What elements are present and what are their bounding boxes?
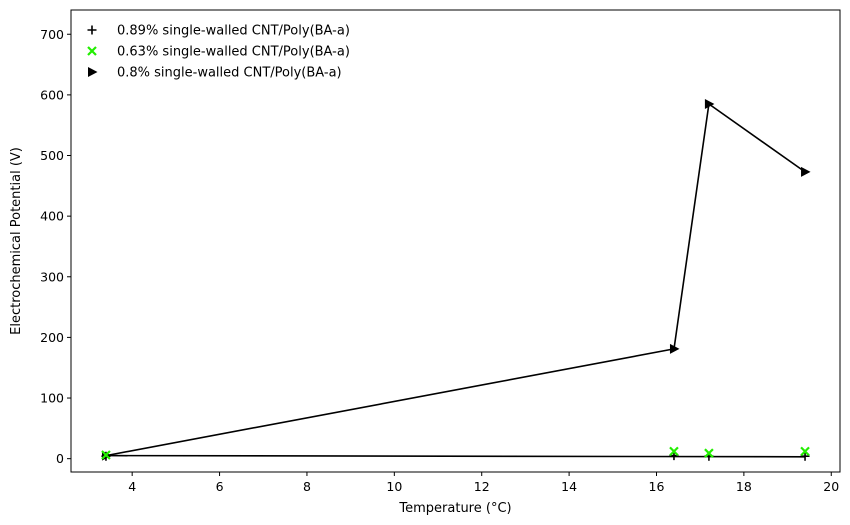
x-tick-label: 10 — [386, 479, 402, 494]
y-tick-label: 300 — [40, 269, 64, 284]
y-tick-label: 200 — [40, 330, 64, 345]
data-point-s2-2 — [669, 446, 679, 457]
y-tick-label: 0 — [56, 451, 64, 466]
y-axis-ticks: 0 100 200 300 400 500 600 700 — [40, 27, 71, 466]
x-tick-label: 12 — [474, 479, 490, 494]
data-point-s2-3 — [704, 448, 714, 458]
x-tick-label: 20 — [823, 479, 839, 494]
y-tick-label: 600 — [40, 87, 64, 102]
y-tick-label: 500 — [40, 148, 64, 163]
plot-frame — [70, 9, 841, 473]
legend-marker-3 — [88, 67, 98, 77]
data-point-s3-3 — [704, 98, 715, 109]
x-tick-label: 4 — [128, 479, 136, 494]
x-tick-label: 18 — [736, 479, 752, 494]
y-tick-label: 400 — [40, 209, 64, 224]
x-tick-label: 6 — [216, 479, 224, 494]
legend-marker-1 — [87, 25, 97, 35]
x-tick-label: 14 — [561, 479, 577, 494]
plot-markers — [101, 98, 811, 461]
x-tick-label: 8 — [303, 479, 311, 494]
series-line-1 — [105, 103, 806, 457]
legend-label-3: 0.8% single-walled CNT/Poly(BA-a) — [117, 66, 342, 81]
data-point-s1-4 — [800, 451, 810, 461]
legend-label-1: 0.89% single-walled CNT/Poly(BA-a) — [117, 24, 350, 39]
x-axis-title: Temperature (°C) — [398, 501, 511, 516]
data-point-s3-2 — [669, 343, 680, 354]
legend-marker-2 — [87, 46, 97, 56]
plot-lines — [105, 103, 806, 458]
series-line-2 — [105, 454, 806, 458]
legend-label-2: 0.63% single-walled CNT/Poly(BA-a) — [117, 45, 350, 60]
y-axis-title: Electrochemical Potential (V) — [9, 147, 24, 335]
x-axis-ticks: 4 6 8 10 12 14 16 18 20 — [128, 472, 839, 494]
y-tick-label: 700 — [40, 27, 64, 42]
legend: 0.89% single-walled CNT/Poly(BA-a) 0.63% … — [87, 24, 350, 81]
y-tick-label: 100 — [40, 391, 64, 406]
data-point-s3-4 — [801, 166, 811, 177]
data-point-s2-4 — [800, 446, 810, 457]
x-tick-label: 16 — [649, 479, 665, 494]
data-point-s2-1 — [101, 450, 111, 460]
